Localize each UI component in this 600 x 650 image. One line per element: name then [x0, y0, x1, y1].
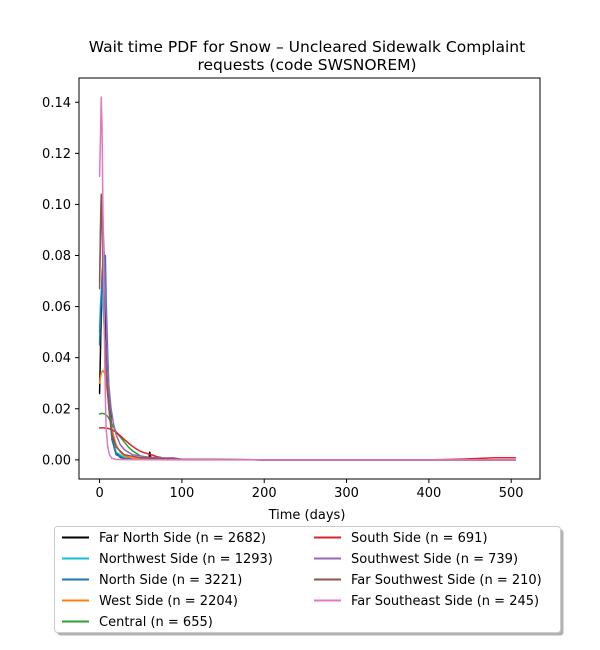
x-axis: 0 100 200 300 400 500: [95, 479, 524, 501]
y-tick-label: 0.04: [42, 351, 71, 366]
x-tick-label: 100: [169, 486, 194, 501]
plot-frame: [78, 77, 541, 480]
series-line-9: [98, 96, 517, 461]
legend-box: [54, 526, 561, 633]
series-line-5: [98, 412, 517, 461]
x-tick-label: 300: [334, 486, 359, 501]
series-line-2: [98, 282, 517, 461]
legend-label: Northwest Side (n = 1293): [99, 552, 273, 567]
legend-label: Far Southeast Side (n = 245): [351, 594, 539, 609]
y-tick-label: 0.06: [42, 300, 71, 315]
series-layer: [98, 96, 517, 461]
legend-label: Central (n = 655): [99, 615, 213, 630]
chart-title: Wait time PDF for Snow – Uncleared Sidew…: [89, 38, 525, 74]
series-line-8: [98, 193, 517, 461]
legend-label: North Side (n = 3221): [99, 573, 242, 588]
legend-label: Far North Side (n = 2682): [99, 531, 266, 546]
legend: Far North Side (n = 2682) Northwest Side …: [54, 526, 564, 636]
legend-label: West Side (n = 2204): [99, 594, 238, 609]
y-tick-label: 0.02: [42, 402, 71, 417]
series-line-1: [98, 247, 517, 461]
y-tick-label: 0.08: [42, 249, 71, 264]
chart-title-line2: requests (code SWSNOREM): [197, 56, 416, 74]
y-tick-label: 0.14: [42, 96, 71, 111]
x-tick-label: 200: [252, 486, 277, 501]
y-tick-label: 0.00: [42, 453, 71, 468]
legend-label: Far Southwest Side (n = 210): [351, 573, 542, 588]
series-line-4: [98, 369, 517, 461]
x-tick-label: 500: [499, 486, 524, 501]
y-tick-label: 0.10: [42, 198, 71, 213]
series-line-6: [98, 427, 517, 461]
y-tick-label: 0.12: [42, 147, 71, 162]
x-axis-label: Time (days): [268, 508, 346, 523]
series-line-3: [98, 254, 517, 461]
x-tick-label: 0: [95, 486, 103, 501]
x-tick-label: 400: [416, 486, 441, 501]
legend-label: Southwest Side (n = 739): [351, 552, 518, 567]
y-axis: 0.00 0.02 0.04 0.06 0.08 0.10 0.12 0.14: [42, 96, 79, 468]
series-line-7: [98, 201, 517, 461]
legend-label: South Side (n = 691): [351, 531, 488, 546]
chart-title-line1: Wait time PDF for Snow – Uncleared Sidew…: [89, 38, 525, 56]
legend-items: Far North Side (n = 2682) Northwest Side …: [62, 531, 542, 630]
